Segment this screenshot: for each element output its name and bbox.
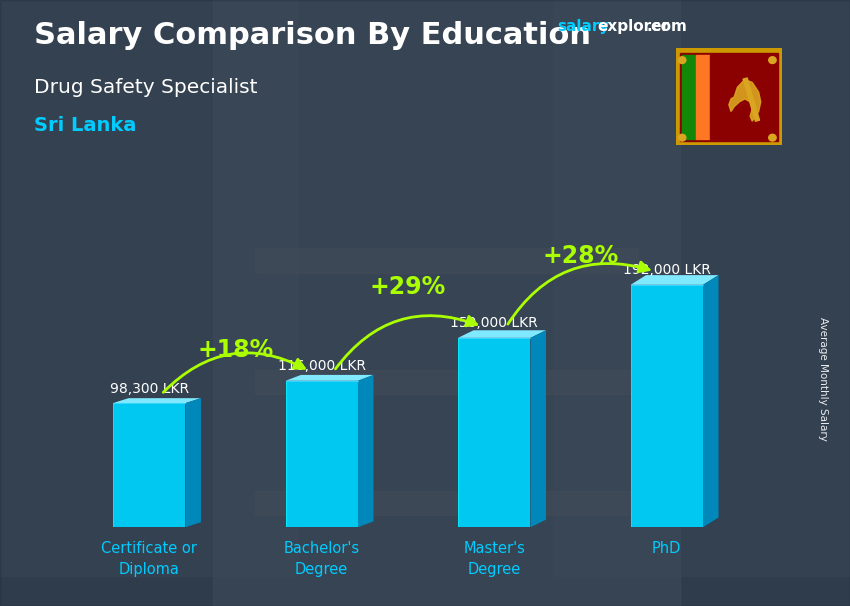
Bar bbox=[458, 338, 530, 527]
Text: Average Monthly Salary: Average Monthly Salary bbox=[818, 317, 828, 441]
Bar bbox=[631, 285, 703, 527]
Text: +29%: +29% bbox=[370, 275, 446, 299]
Bar bbox=[743, 78, 760, 121]
Bar bbox=[255, 370, 638, 394]
Polygon shape bbox=[458, 330, 546, 338]
Bar bbox=[286, 381, 358, 527]
Polygon shape bbox=[631, 275, 718, 285]
Text: explorer: explorer bbox=[598, 19, 670, 35]
Text: Sri Lanka: Sri Lanka bbox=[34, 116, 136, 135]
Polygon shape bbox=[703, 275, 718, 527]
Bar bbox=[255, 491, 638, 515]
Polygon shape bbox=[286, 375, 373, 381]
Polygon shape bbox=[185, 398, 201, 527]
Polygon shape bbox=[530, 330, 546, 527]
Bar bbox=[696, 55, 709, 139]
Text: 98,300 LKR: 98,300 LKR bbox=[110, 382, 189, 396]
Bar bbox=[212, 0, 680, 606]
Circle shape bbox=[768, 57, 776, 64]
Bar bbox=[113, 403, 185, 527]
Bar bbox=[255, 248, 638, 273]
Bar bbox=[552, 0, 850, 576]
Text: Salary Comparison By Education: Salary Comparison By Education bbox=[34, 21, 591, 50]
Text: 150,000 LKR: 150,000 LKR bbox=[450, 316, 538, 330]
Circle shape bbox=[678, 57, 686, 64]
Polygon shape bbox=[728, 79, 761, 121]
Circle shape bbox=[678, 135, 686, 141]
Bar bbox=[0, 0, 298, 576]
Bar bbox=[710, 55, 775, 139]
Text: salary: salary bbox=[557, 19, 609, 35]
Text: .com: .com bbox=[646, 19, 687, 35]
Text: 116,000 LKR: 116,000 LKR bbox=[278, 359, 366, 373]
Text: +18%: +18% bbox=[197, 339, 274, 362]
Polygon shape bbox=[113, 398, 201, 403]
Text: +28%: +28% bbox=[542, 244, 619, 268]
Circle shape bbox=[768, 135, 776, 141]
Polygon shape bbox=[358, 375, 373, 527]
Text: 192,000 LKR: 192,000 LKR bbox=[623, 263, 711, 278]
Text: Drug Safety Specialist: Drug Safety Specialist bbox=[34, 78, 258, 96]
Bar bbox=[682, 55, 694, 139]
